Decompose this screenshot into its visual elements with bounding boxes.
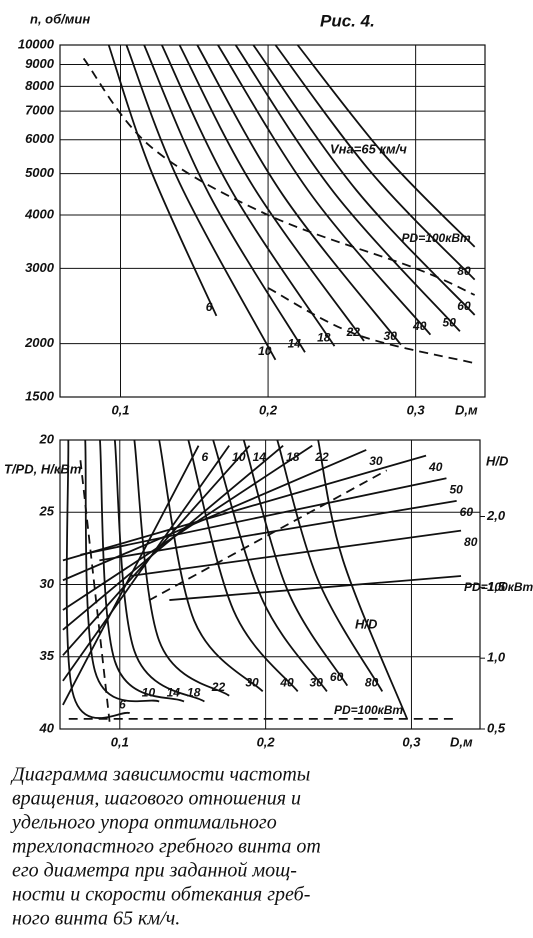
curve-label: 22: [211, 680, 226, 694]
y-axis-label: n, об/мин: [30, 11, 90, 26]
x-axis-label: D,м: [455, 402, 478, 417]
y-tick-label: 4000: [24, 206, 55, 221]
y-tick-label: 40: [39, 720, 55, 735]
y2-tick-label: 1,5: [487, 579, 506, 594]
curve-label: 60: [330, 670, 344, 684]
y2-tick-label: 2,0: [486, 508, 506, 523]
curve-label: 60: [460, 505, 474, 519]
curve-label: 80: [457, 264, 471, 278]
curve-label: 50: [443, 316, 457, 330]
dashed-curve: [148, 469, 388, 602]
curve-label: 18: [317, 330, 331, 344]
y-tick-label: 1500: [25, 388, 55, 403]
x-tick-label: 0,2: [259, 402, 278, 417]
caption-line: его диаметра при заданной мощ-: [12, 860, 297, 882]
curve-label: 14: [288, 336, 302, 350]
curve: [62, 444, 313, 611]
x-tick-label: 0,1: [111, 734, 129, 749]
curve-label: 14: [253, 450, 267, 464]
y-tick-label: 35: [40, 648, 55, 663]
y-tick-label: 2000: [24, 335, 55, 350]
y-tick-label: 9000: [25, 56, 55, 71]
y-tick-label: 10000: [18, 36, 55, 51]
curve: [129, 529, 462, 577]
caption-line: Диаграмма зависимости частоты: [10, 764, 310, 786]
curve: [113, 439, 205, 703]
curve: [242, 439, 349, 687]
curve-label: 6: [202, 450, 209, 464]
curve-label: 30: [369, 454, 383, 468]
curve-label: PD=100кВт: [464, 580, 533, 594]
x-tick-label: 0,3: [402, 734, 421, 749]
y-tick-label: 3000: [25, 260, 55, 275]
curve: [158, 439, 264, 693]
curve-label: 18: [187, 686, 201, 700]
y-tick-label: 7000: [25, 103, 55, 118]
dashed-curve: [82, 57, 476, 296]
curve: [187, 439, 299, 692]
curve: [276, 439, 384, 692]
curve-label: 6: [119, 697, 126, 711]
curve-label: 30: [310, 676, 324, 690]
curve: [196, 44, 402, 346]
curve: [296, 44, 476, 248]
y2-tick-label: 0,5: [487, 720, 506, 735]
y2-axis-label: H/D: [486, 453, 509, 468]
curve-label: PD=100кВт: [402, 231, 471, 245]
caption-line: ного винта 65 км/ч.: [12, 908, 180, 930]
curve: [178, 44, 365, 342]
caption-line: вращения, шагового отношения и: [12, 788, 301, 810]
y-tick-label: 20: [39, 431, 55, 446]
y-tick-label: 5000: [25, 165, 55, 180]
curve-label: 22: [346, 325, 361, 339]
curve: [84, 439, 160, 703]
y-tick-label: 30: [40, 576, 55, 591]
curve: [125, 44, 277, 361]
curve-label: 30: [384, 329, 398, 343]
x-axis-label: D,м: [450, 734, 473, 749]
annotation: Vна=65 км/ч: [330, 141, 407, 156]
curve: [234, 44, 461, 332]
curve-label: 40: [279, 676, 294, 690]
y-tick-label: 6000: [25, 131, 55, 146]
plot-frame: [59, 44, 486, 398]
caption-line: удельного упора оптимального: [10, 812, 277, 834]
x-tick-label: 0,1: [111, 402, 129, 417]
curve-label: 6: [206, 300, 213, 314]
curve: [107, 44, 218, 317]
curve-label: 10: [258, 344, 272, 358]
y2-tick-label: 1,0: [487, 650, 506, 665]
curve-label: 40: [412, 319, 427, 333]
curve: [99, 439, 185, 703]
curve: [317, 439, 408, 720]
curve: [143, 44, 306, 353]
curve-label: 60: [457, 299, 471, 313]
curve: [99, 500, 457, 562]
curve-label: 50: [449, 482, 463, 496]
curve-label: 80: [365, 676, 379, 690]
y-tick-label: 25: [39, 504, 55, 519]
curve-label: 30: [245, 676, 259, 690]
figure-label: Рис. 4.: [320, 11, 375, 30]
caption-line: трехлопастного гребного винта от: [12, 836, 321, 858]
curve: [62, 449, 367, 582]
curve-label: 40: [428, 460, 443, 474]
y-tick-label: 8000: [25, 78, 55, 93]
curve: [274, 44, 476, 281]
x-tick-label: 0,3: [407, 402, 426, 417]
curve: [252, 44, 476, 316]
curve: [217, 44, 432, 336]
curve-label: 80: [464, 535, 478, 549]
curve: [133, 439, 230, 697]
curve-label: PD=100кВт: [334, 703, 403, 717]
curve: [212, 439, 328, 692]
y-axis-label: T/PD, Н/кВт: [4, 461, 82, 476]
x-tick-label: 0,2: [257, 734, 276, 749]
curve: [161, 44, 336, 347]
dashed-curve: [79, 460, 111, 722]
caption-line: ности и скорости обтекания греб-: [12, 884, 310, 906]
curve: [169, 575, 462, 601]
